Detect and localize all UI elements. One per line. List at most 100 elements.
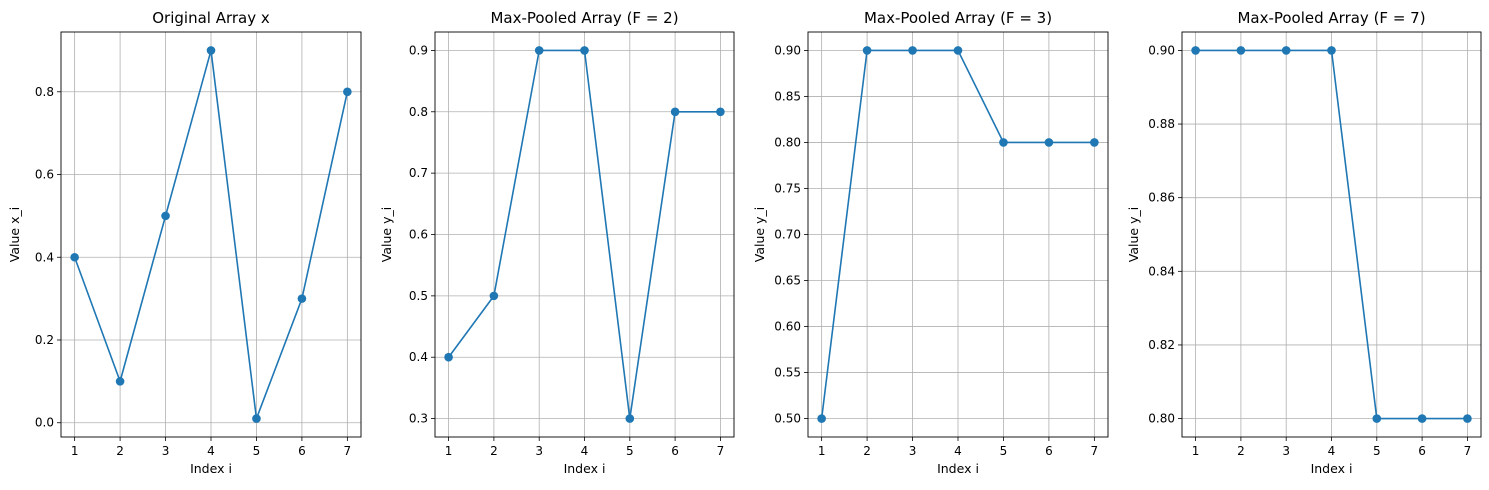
x-tick-label: 6	[671, 444, 679, 458]
x-tick-label: 5	[626, 444, 634, 458]
y-tick-label: 0.3	[409, 412, 428, 426]
chart-title: Max-Pooled Array (F = 7)	[1237, 9, 1425, 27]
data-point	[625, 414, 635, 423]
chart-title: Original Array x	[152, 9, 270, 27]
x-tick-label: 6	[1418, 444, 1426, 458]
chart-panel-2: 1 2 3 4 5 6 7 0.3 0.4 0.5 0.6 0.7 0.8 0.9 Max-Pooled A…	[379, 9, 735, 476]
x-tick-label: 4	[1328, 444, 1336, 458]
data-point	[1191, 46, 1200, 55]
chart-title: Max-Pooled Array (F = 2)	[490, 9, 678, 27]
data-point	[1090, 138, 1099, 147]
data-point	[862, 46, 872, 55]
y-tick-label: 0.50	[774, 412, 801, 426]
y-tick-label: 0.5	[409, 289, 428, 303]
chart-panel-4: 1 2 3 4 5 6 7 0.80 0.82 0.84 0.86 0.88 0.90 Max-Poole…	[1126, 9, 1482, 476]
x-tick-label: 3	[535, 444, 543, 458]
data-point	[953, 46, 963, 55]
data-point	[161, 211, 170, 221]
y-tick-label: 0.9	[409, 43, 428, 57]
data-point	[908, 46, 917, 55]
x-tick-label: 2	[116, 444, 124, 458]
data-point	[1372, 414, 1382, 423]
data-point	[297, 294, 307, 303]
y-axis-label: Value x_i	[7, 207, 22, 262]
axes-frame	[1181, 31, 1482, 438]
y-tick-label: 0.86	[1148, 191, 1175, 205]
x-tick-label: 2	[1237, 444, 1245, 458]
y-tick-label: 0.0	[35, 416, 54, 430]
data-point	[206, 46, 216, 55]
data-point	[999, 138, 1008, 147]
x-tick-label: 4	[954, 444, 962, 458]
x-tick-label: 5	[1373, 444, 1381, 458]
data-point	[1044, 138, 1054, 147]
data-point	[716, 107, 725, 117]
y-tick-label: 0.85	[774, 89, 801, 103]
axes-frame	[434, 31, 735, 438]
x-axis-label: Index i	[937, 461, 979, 476]
y-tick-label: 0.90	[1148, 43, 1175, 57]
data-point	[1236, 46, 1246, 55]
x-tick-label: 5	[1000, 444, 1008, 458]
chart-panel-1: 1 2 3 4 5 6 7 0.0 0.2 0.4 0.6 0.8 Original Array x In…	[7, 9, 362, 476]
x-tick-label: 2	[490, 444, 498, 458]
y-tick-label: 0.84	[1148, 264, 1175, 278]
y-tick-label: 0.6	[409, 228, 428, 242]
y-axis-label: Value y_i	[752, 207, 767, 262]
data-point	[489, 291, 499, 301]
y-tick-label: 0.60	[774, 320, 801, 334]
x-tick-label: 3	[1282, 444, 1290, 458]
data-point	[252, 414, 261, 423]
y-tick-label: 0.6	[35, 168, 54, 182]
x-tick-label: 2	[863, 444, 871, 458]
data-point	[70, 252, 79, 262]
x-tick-label: 6	[1045, 444, 1053, 458]
y-tick-label: 0.4	[409, 350, 428, 364]
y-tick-label: 0.7	[409, 166, 428, 180]
y-tick-label: 0.90	[774, 43, 801, 57]
x-tick-label: 6	[298, 444, 306, 458]
data-point	[115, 377, 125, 386]
y-tick-label: 0.65	[774, 274, 801, 288]
chart-panel-3: 1 2 3 4 5 6 7 0.50 0.55 0.60 0.65 0.70 0.75 0.80 0.85 0…	[752, 9, 1109, 476]
data-point	[580, 46, 589, 55]
x-tick-label: 7	[717, 444, 725, 458]
data-point	[343, 87, 352, 97]
y-axis-label: Value y_i	[379, 207, 394, 262]
data-point	[1417, 414, 1427, 423]
y-tick-label: 0.8	[409, 105, 428, 119]
y-tick-label: 0.70	[774, 228, 801, 242]
data-point	[1327, 46, 1336, 55]
x-tick-label: 3	[162, 444, 170, 458]
data-point	[534, 46, 544, 55]
y-tick-label: 0.8	[35, 85, 54, 99]
x-axis-label: Index i	[1311, 461, 1353, 476]
y-axis-label: Value y_i	[1126, 207, 1141, 262]
x-axis-label: Index i	[564, 461, 606, 476]
y-tick-label: 0.4	[35, 250, 54, 264]
x-tick-label: 5	[253, 444, 261, 458]
x-tick-label: 7	[344, 444, 352, 458]
x-tick-label: 3	[909, 444, 917, 458]
y-tick-label: 0.82	[1148, 338, 1175, 352]
chart-title: Max-Pooled Array (F = 3)	[864, 9, 1052, 27]
x-tick-label: 1	[818, 444, 826, 458]
y-tick-label: 0.2	[35, 333, 54, 347]
x-tick-label: 1	[445, 444, 453, 458]
y-tick-label: 0.80	[774, 135, 801, 149]
y-tick-label: 0.88	[1148, 117, 1175, 131]
axes-frame	[807, 31, 1109, 438]
data-point	[1463, 414, 1472, 423]
x-tick-label: 1	[1192, 444, 1200, 458]
axes-frame	[60, 31, 362, 438]
x-tick-label: 7	[1091, 444, 1099, 458]
x-tick-label: 7	[1464, 444, 1472, 458]
data-point	[1281, 46, 1291, 55]
x-tick-label: 4	[207, 444, 215, 458]
y-tick-label: 0.80	[1148, 412, 1175, 426]
x-tick-label: 4	[581, 444, 589, 458]
data-point	[817, 414, 826, 423]
x-tick-label: 1	[71, 444, 79, 458]
data-point	[670, 107, 680, 117]
